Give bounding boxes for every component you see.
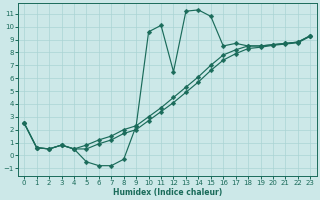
X-axis label: Humidex (Indice chaleur): Humidex (Indice chaleur) <box>113 188 222 197</box>
